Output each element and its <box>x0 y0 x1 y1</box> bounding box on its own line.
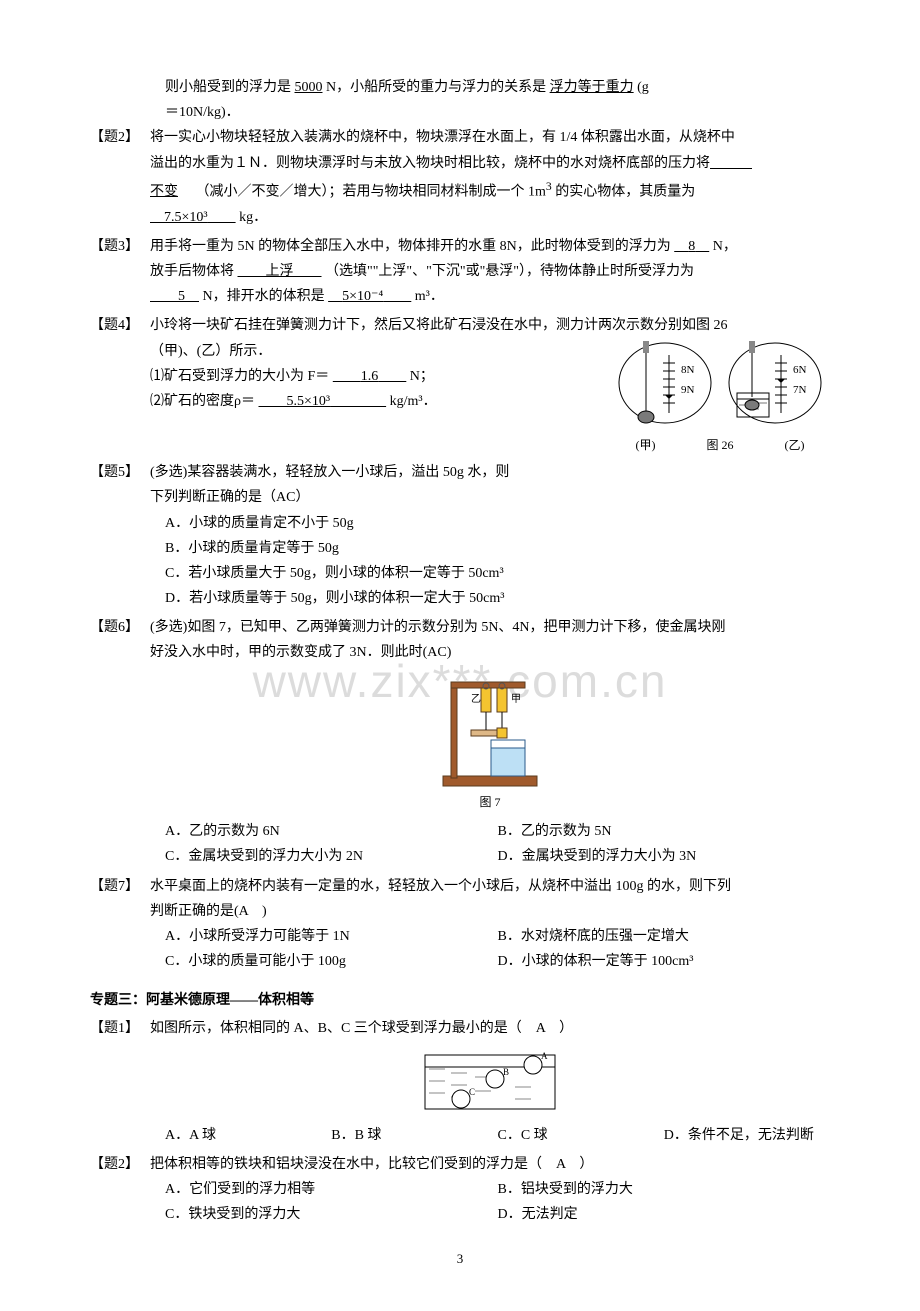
q3-l2-pre: 放手后物体将 <box>150 264 234 279</box>
q2-l4: 7.5×10³ kg． <box>150 205 830 230</box>
q6-optC: C．金属块受到的浮力大小为 2N <box>165 844 498 869</box>
s3q2-optB: B．铝块受到的浮力大 <box>498 1177 831 1202</box>
q3-l3-mid: N，排开水的体积是 <box>203 289 325 304</box>
q7-optC: C．小球的质量可能小于 100g <box>165 949 498 974</box>
fig26-cap-left: (甲) <box>635 435 655 457</box>
fig26-right-icon: 6N 7N <box>725 335 825 435</box>
q7-optD: D．小球的体积一定等于 100cm³ <box>498 949 831 974</box>
q3-l3-b2: 5×10⁻⁴ <box>342 289 383 304</box>
q4-l3-b: 1.6 <box>361 369 379 384</box>
q7-label: 【题7】 <box>90 874 150 975</box>
cont-suffix: (g <box>637 80 649 95</box>
s3q1-label: 【题1】 <box>90 1016 150 1148</box>
q6-label: 【题6】 <box>90 615 150 869</box>
q3-l2-b1: 上浮 <box>266 264 294 279</box>
cont-blank1: 5000 <box>295 80 323 95</box>
q5-optD: D．若小球质量等于 50g，则小球的体积一定大于 50cm³ <box>165 586 830 611</box>
q4-label: 【题4】 <box>90 313 150 456</box>
continuation-line-2: ＝10N/kg)． <box>90 100 830 125</box>
q7-l1: 水平桌面上的烧杯内装有一定量的水，轻轻放入一个小球后，从烧杯中溢出 100g 的… <box>150 874 830 899</box>
s3q1-optB: B．B 球 <box>331 1123 497 1148</box>
svg-text:A: A <box>541 1051 548 1061</box>
q3-l3-tail: m³． <box>415 289 444 304</box>
q5-optB: B．小球的质量肯定等于 50g <box>165 536 830 561</box>
fig26-num: 图 26 <box>706 435 733 457</box>
q5-label: 【题5】 <box>90 460 150 611</box>
s3q2-label: 【题2】 <box>90 1152 150 1228</box>
q4-l4-tail: kg/m³． <box>390 394 437 409</box>
s3q2-optA: A．它们受到的浮力相等 <box>165 1177 498 1202</box>
q2-sup: 3 <box>546 180 552 193</box>
continuation-line-1: 则小船受到的浮力是 5000 N，小船所受的重力与浮力的关系是 浮力等于重力 (… <box>90 75 830 100</box>
s3q1-optD: D．条件不足，无法判断 <box>664 1123 830 1148</box>
q2-l3-tail: 的实心物体，其质量为 <box>555 184 695 199</box>
fig7-jia: 甲 <box>511 694 521 705</box>
q5-optA: A．小球的质量肯定不小于 50g <box>165 511 830 536</box>
q3-l3-b1: 5 <box>178 289 185 304</box>
q7-l2: 判断正确的是(A ) <box>150 899 830 924</box>
q5-l2: 下列判断正确的是（AC） <box>150 485 830 510</box>
q6-l2: 好没入水中时，甲的示数变成了 3N．则此时(AC) <box>150 640 830 665</box>
q3-l1: 用手将一重为 5N 的物体全部压入水中，物体排开的水重 8N，此时物体受到的浮力… <box>150 234 830 259</box>
s3q2-l1: 把体积相等的铁块和铝块浸没在水中，比较它们受到的浮力是（ A ） <box>150 1152 830 1177</box>
fig26-cap-right: (乙) <box>784 435 804 457</box>
q4-l4-pre: ⑵矿石的密度ρ＝ <box>150 394 255 409</box>
fig26-left-icon: 8N 9N <box>615 335 715 435</box>
s3q2-optD: D．无法判定 <box>498 1202 831 1227</box>
q4-l3-tail: N； <box>410 369 434 384</box>
q5-optC: C．若小球质量大于 50g，则小球的体积一定等于 50cm³ <box>165 561 830 586</box>
q2-l2-pre: 溢出的水重为１Ｎ．则物块漂浮时与未放入物块时相比较，烧杯中的水对烧杯底部的压力将 <box>150 156 710 171</box>
q2-l4-tail: kg． <box>239 210 267 225</box>
q6-optA: A．乙的示数为 6N <box>165 819 498 844</box>
fig-abc-icon: A B C <box>415 1047 565 1117</box>
fig7-yi: 乙 <box>471 693 481 705</box>
q3-l3: 5 N，排开水的体积是 5×10⁻⁴ m³． <box>150 284 830 309</box>
q3-l1-blank: 8 <box>688 239 695 254</box>
fig7-caption: 图 7 <box>150 792 830 814</box>
q3-label: 【题3】 <box>90 234 150 310</box>
q2-l3: 不变 （减小／不变／增大）；若用与物块相同材料制成一个 1m3 的实心物体，其质… <box>150 176 830 205</box>
page-number: 3 <box>90 1247 830 1270</box>
f26-r-top: 6N <box>793 364 807 376</box>
figure-abc: A B C <box>150 1047 830 1117</box>
s3q1-l1: 如图所示，体积相同的 A、B、C 三个球受到浮力最小的是（ A ） <box>150 1016 830 1041</box>
q4-l4-b: 5.5×10³ <box>287 394 331 409</box>
q3-l1-pre: 用手将一重为 5N 的物体全部压入水中，物体排开的水重 8N，此时物体受到的浮力… <box>150 239 671 254</box>
svg-text:B: B <box>503 1067 509 1077</box>
q7-optB: B．水对烧杯底的压强一定增大 <box>498 924 831 949</box>
s3q1-optA: A．A 球 <box>165 1123 331 1148</box>
q3-l2: 放手后物体将 上浮 （选填""上浮"、"下沉"或"悬浮"），待物体静止时所受浮力… <box>150 259 830 284</box>
q2-l4-blank: 7.5×10³ <box>164 210 208 225</box>
q7-optA: A．小球所受浮力可能等于 1N <box>165 924 498 949</box>
q2-l2: 溢出的水重为１Ｎ．则物块漂浮时与未放入物块时相比较，烧杯中的水对烧杯底部的压力将 <box>150 151 830 176</box>
q5-l1: (多选)某容器装满水，轻轻放入一小球后，溢出 50g 水，则 <box>150 460 830 485</box>
cont-pre: 则小船受到的浮力是 <box>165 80 291 95</box>
q3-l2-mid: （选填""上浮"、"下沉"或"悬浮"），待物体静止时所受浮力为 <box>325 264 694 279</box>
figure-26: 8N 9N <box>610 335 830 457</box>
s3q1-optC: C．C 球 <box>498 1123 664 1148</box>
q6-l1: (多选)如图 7，已知甲、乙两弹簧测力计的示数分别为 5N、4N，把甲测力计下移… <box>150 615 830 640</box>
q3-l1-tail: N， <box>713 239 737 254</box>
f26-l-top: 8N <box>681 364 695 376</box>
q4-l3-pre: ⑴矿石受到浮力的大小为 F＝ <box>150 369 329 384</box>
f26-r-bot: 7N <box>793 384 807 396</box>
q2-l3-mid: （减小／不变／增大）；若用与物块相同材料制成一个 1m <box>196 184 546 199</box>
fig7-icon: 乙 甲 <box>435 672 545 792</box>
cont-mid: N，小船所受的重力与浮力的关系是 <box>326 80 546 95</box>
f26-l-bot: 9N <box>681 384 695 396</box>
figure-7: 乙 甲 图 7 <box>150 672 830 814</box>
s3q2-optC: C．铁块受到的浮力大 <box>165 1202 498 1227</box>
cont-blank2: 浮力等于重力 <box>550 80 634 95</box>
section3-title: 专题三：阿基米德原理——体积相等 <box>90 988 830 1013</box>
q2-l1: 将一实心小物块轻轻放入装满水的烧杯中，物块漂浮在水面上，有 1/4 体积露出水面… <box>150 125 830 150</box>
q2-l3-blank1: 不变 <box>150 184 178 199</box>
svg-text:C: C <box>469 1087 475 1097</box>
q2-label: 【题2】 <box>90 125 150 229</box>
q6-optB: B．乙的示数为 5N <box>498 819 831 844</box>
q6-optD: D．金属块受到的浮力大小为 3N <box>498 844 831 869</box>
